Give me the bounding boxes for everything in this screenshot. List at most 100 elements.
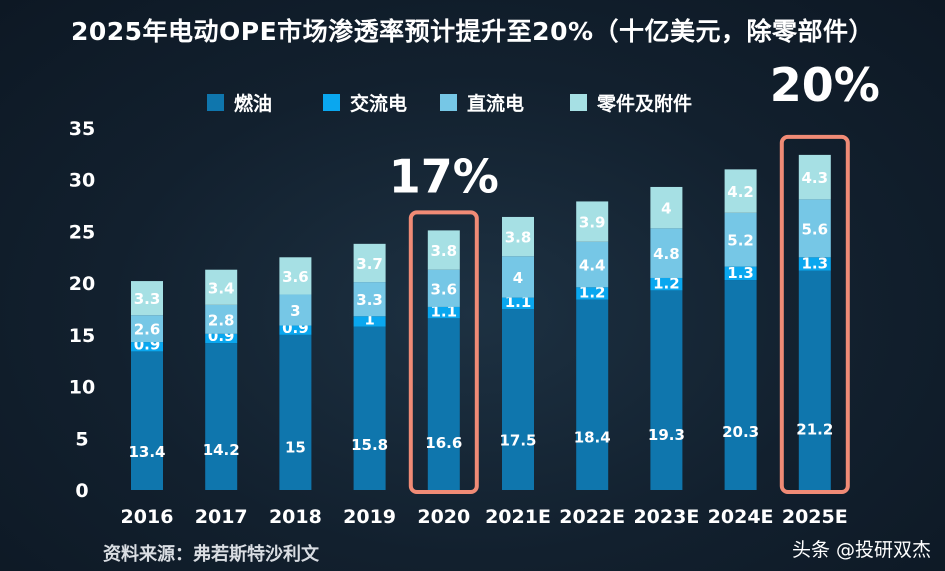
bar-segment [502, 297, 534, 309]
bar-segment [131, 315, 163, 343]
data-label: 3.7 [356, 255, 383, 273]
data-label: 5.6 [802, 220, 829, 238]
bar-segment [353, 326, 386, 490]
bar-segment [131, 281, 163, 316]
legend-swatch [207, 94, 224, 111]
data-label: 16.6 [425, 434, 462, 452]
data-label: 17.5 [499, 431, 536, 449]
data-label: 1.2 [579, 284, 606, 302]
data-label: 4 [513, 269, 523, 287]
bar-segment [798, 270, 831, 490]
y-tick-label: 20 [69, 273, 95, 295]
bar-segment [724, 169, 757, 213]
data-label: 18.4 [574, 429, 611, 447]
x-tick-label: 2017 [195, 506, 248, 528]
highlight-box [408, 210, 479, 494]
legend-swatch [570, 94, 587, 111]
data-label: 3.3 [134, 290, 161, 308]
y-tick-label: 15 [69, 325, 95, 347]
x-tick-label: 2016 [121, 506, 174, 528]
data-label: 4.2 [727, 183, 754, 201]
data-label: 3.9 [579, 214, 606, 232]
bar-segment [279, 334, 312, 490]
annotation-label: 17% [389, 149, 499, 203]
bar-segment [427, 318, 460, 490]
bar-segment [798, 154, 831, 200]
data-label: 2.6 [134, 321, 161, 339]
data-label: 1 [364, 311, 374, 329]
x-tick-label: 2018 [269, 506, 322, 528]
y-tick-label: 25 [69, 221, 95, 243]
y-tick-label: 5 [75, 428, 88, 450]
data-label: 3.8 [505, 229, 532, 247]
bar-segment [205, 304, 238, 334]
x-tick-label: 2020 [417, 506, 470, 528]
bar-segment [650, 228, 683, 278]
legend-label: 直流电 [467, 92, 524, 115]
data-label: 21.2 [796, 421, 833, 439]
data-label: 1.3 [802, 255, 829, 273]
bar-segment [576, 287, 609, 300]
bar-segment [650, 277, 683, 291]
bar-segment [279, 325, 312, 335]
bar-segment [576, 299, 609, 490]
bar-segment [798, 199, 831, 258]
bar-segment [798, 257, 831, 271]
bar-segment [576, 201, 609, 242]
data-label: 3 [290, 302, 300, 320]
x-tick-label: 2022E [559, 506, 625, 528]
bar-segment [427, 269, 460, 307]
data-label: 1.2 [653, 274, 680, 292]
data-label: 4.4 [579, 257, 606, 275]
annotation-label: 20% [770, 58, 880, 112]
data-label: 20.3 [722, 423, 759, 441]
y-tick-label: 30 [69, 170, 95, 192]
data-label: 19.3 [648, 426, 685, 444]
chart-title: 2025年电动OPE市场渗透率预计提升至20%（十亿美元，除零部件） [70, 17, 875, 46]
x-tick-label: 2025E [782, 506, 848, 528]
bar-segment [205, 343, 238, 490]
bar-segment [724, 266, 757, 281]
data-label: 3.4 [208, 279, 235, 297]
data-label: 15 [285, 439, 306, 457]
bar-segment [724, 212, 757, 267]
bar-segment [724, 280, 757, 490]
bar-segment [427, 306, 460, 319]
bar-segment [502, 216, 534, 257]
bar-segment [279, 257, 312, 295]
bar-segment [353, 282, 386, 317]
bar-segment [576, 241, 609, 288]
data-label: 5.2 [727, 232, 754, 250]
legend-swatch [440, 94, 457, 111]
data-label: 4.3 [802, 169, 829, 187]
bar-segment [353, 243, 386, 283]
x-tick-label: 2019 [343, 506, 396, 528]
bar-segment [131, 351, 163, 490]
x-tick-label: 2024E [708, 506, 774, 528]
bar-segment [427, 230, 460, 270]
data-label: 14.2 [203, 441, 240, 459]
data-label: 4.8 [653, 245, 680, 263]
highlight-box [779, 134, 850, 495]
y-tick-label: 10 [69, 377, 95, 399]
watermark: 头条 @投研双杰 [791, 539, 931, 561]
bar-segment [205, 333, 238, 344]
source-note: 资料来源：弗若斯特沙利文 [103, 544, 319, 565]
legend-label: 零件及附件 [596, 92, 692, 115]
data-label: 4 [661, 200, 671, 218]
data-label: 13.4 [128, 443, 165, 461]
bar-segment [502, 256, 534, 298]
bar-segment [502, 309, 534, 490]
bar-segment [205, 269, 238, 305]
bar-segment [650, 290, 683, 490]
data-label: 15.8 [351, 436, 388, 454]
bar-segment [279, 294, 312, 326]
legend-label: 燃油 [234, 92, 272, 115]
data-label: 3.8 [431, 242, 458, 260]
bar-segment [131, 342, 163, 352]
data-label: 3.3 [356, 291, 383, 309]
y-tick-label: 0 [75, 480, 88, 502]
x-tick-label: 2021E [485, 506, 551, 528]
